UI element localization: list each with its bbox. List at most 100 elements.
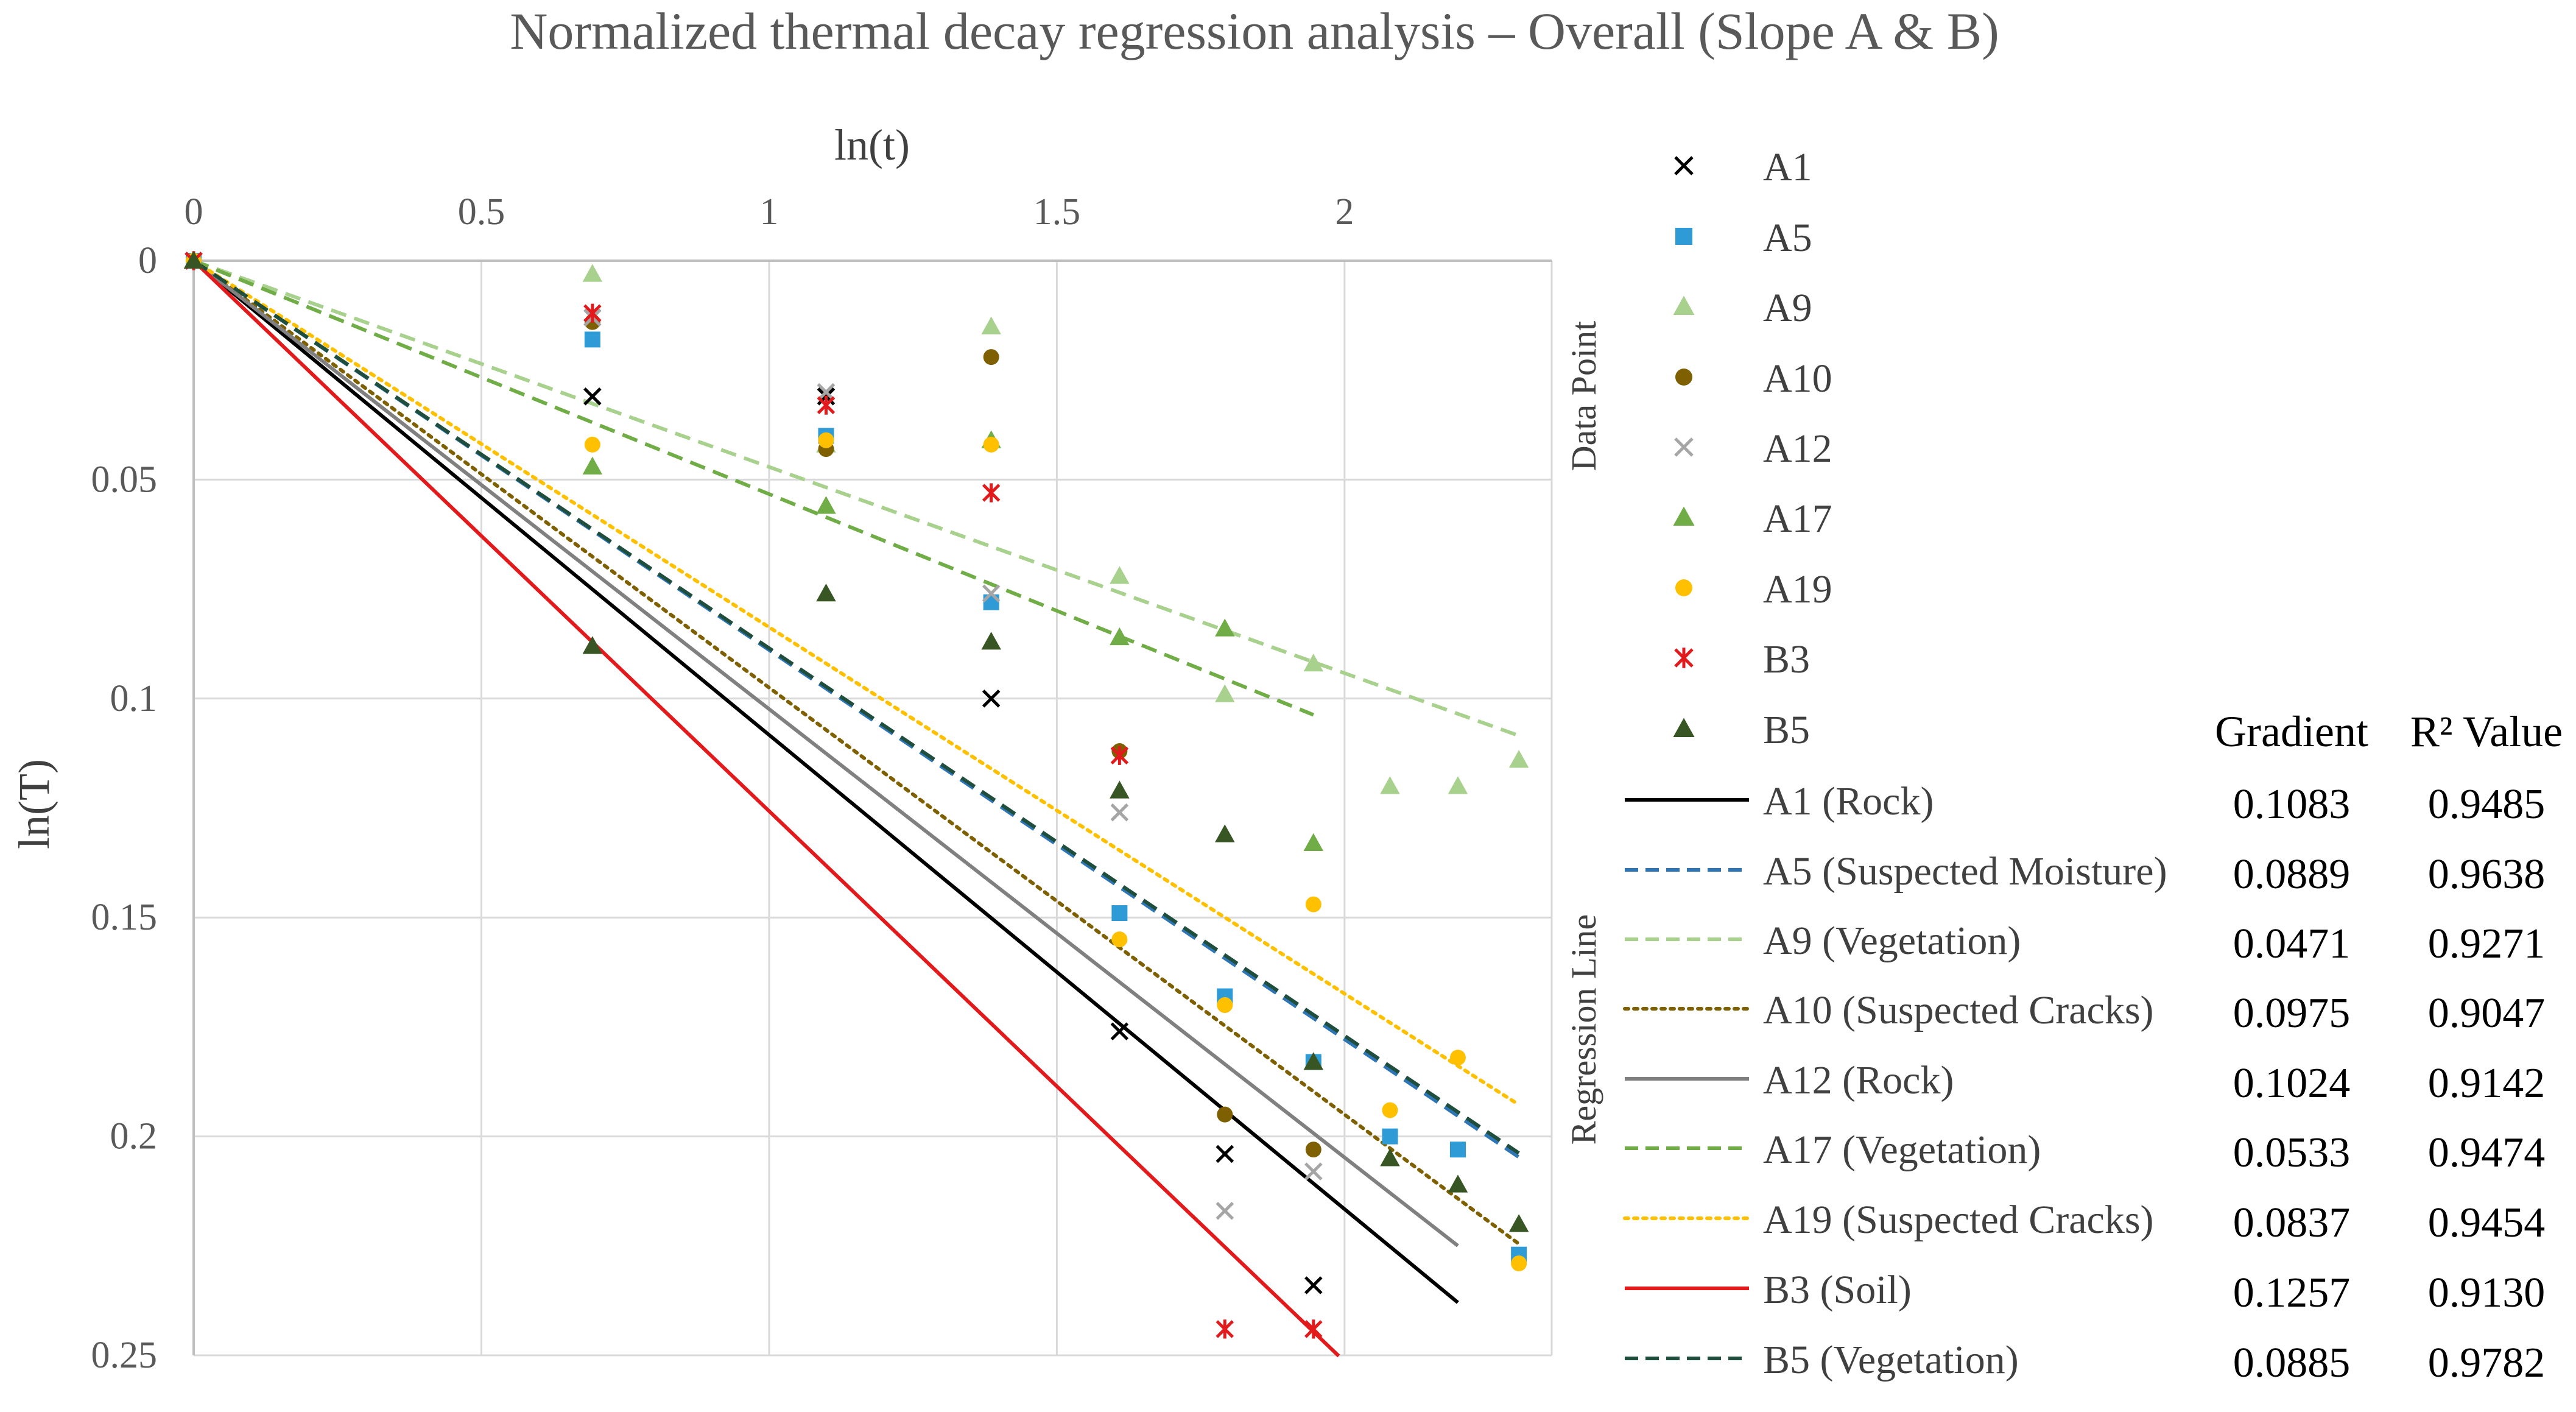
data-point-a5 [983, 594, 999, 610]
x-tick-label: 1.5 [1033, 191, 1081, 233]
data-point-a9 [1110, 566, 1130, 584]
data-point-b3 [1110, 746, 1129, 765]
data-point-a19 [1511, 1255, 1527, 1272]
data-point-a9 [582, 264, 603, 282]
r2-value-a1-rock: 0.9485 [2428, 781, 2546, 828]
legend-group-label-regression-line: Regression Line [1564, 914, 1603, 1145]
r2-value-a10-suspected-cracks: 0.9047 [2428, 990, 2546, 1037]
regression-lines [192, 259, 1521, 1358]
r2-value-a5-suspected-moisture: 0.9638 [2428, 851, 2546, 898]
data-point-b5 [183, 250, 204, 269]
r2-value-b3-soil: 0.9130 [2428, 1269, 2546, 1316]
table-header-gradient: Gradient [2215, 707, 2368, 756]
data-point-a5 [1449, 1142, 1466, 1158]
legend-label-a19-suspected-cracks: A19 (Suspected Cracks) [1763, 1198, 2154, 1242]
table-header-r2-value: R² Value [2410, 707, 2563, 756]
gradient-value-a10-suspected-cracks: 0.0975 [2233, 990, 2351, 1037]
data-point-a19 [818, 432, 834, 448]
data-point-a12 [982, 584, 1001, 603]
data-point-a19 [584, 436, 600, 453]
legend-label-a9-vegetation: A9 (Vegetation) [1763, 919, 2021, 963]
y-tick-label: 0.2 [110, 1116, 158, 1157]
legend-label-b3-soil: B3 (Soil) [1763, 1268, 1912, 1312]
data-point-a9 [1380, 776, 1400, 794]
x-tick-label: 0.5 [458, 191, 505, 233]
data-points [183, 250, 1529, 1339]
data-point-a17 [1110, 627, 1130, 646]
data-point-a5 [584, 331, 600, 348]
data-point-b3 [1304, 1319, 1323, 1339]
data-point-b5 [1303, 1052, 1324, 1070]
data-point-a12 [1110, 803, 1129, 822]
data-point-a1 [583, 387, 602, 406]
legend-label-a17-vegetation: A17 (Vegetation) [1763, 1128, 2041, 1172]
legend-label-b3: B3 [1763, 637, 1810, 682]
legend-label-a9: A9 [1763, 286, 1812, 330]
r2-value-a9-vegetation: 0.9271 [2428, 920, 2546, 967]
data-point-a9 [981, 316, 1001, 334]
data-point-a10 [1217, 1106, 1233, 1123]
data-point-b3 [583, 303, 602, 323]
r2-value-a19-suspected-cracks: 0.9454 [2428, 1199, 2546, 1246]
data-point-a5 [1382, 1128, 1398, 1145]
legend-marker-a1 [1674, 156, 1694, 175]
data-point-a1 [1110, 1022, 1129, 1040]
gradient-value-a17-vegetation: 0.0533 [2233, 1129, 2351, 1176]
legend-label-b5-vegetation: B5 (Vegetation) [1763, 1338, 2019, 1382]
x-axis-label: ln(t) [834, 121, 910, 169]
legend-label-a1: A1 [1763, 145, 1812, 189]
legend-marker-a19 [1675, 579, 1692, 596]
legend-label-a12-rock: A12 (Rock) [1763, 1058, 1954, 1103]
legend-label-a10: A10 [1763, 356, 1832, 401]
regression-line-b3-soil [192, 259, 1340, 1358]
data-point-b3 [1216, 1319, 1234, 1339]
x-tick-label: 0 [185, 191, 203, 233]
axes: 0 0.5 1 1.5 2 0 0.05 0.1 0.15 0.2 0.25 [91, 191, 1552, 1376]
data-point-b5 [1110, 780, 1130, 799]
data-point-b5 [1380, 1148, 1400, 1167]
data-point-a17 [582, 456, 603, 475]
gradient-value-b3-soil: 0.1257 [2233, 1269, 2351, 1316]
legend-label-b5: B5 [1763, 708, 1810, 752]
data-point-a19 [983, 436, 999, 453]
gradient-value-a12-rock: 0.1024 [2233, 1060, 2351, 1107]
data-point-a17 [1215, 618, 1235, 637]
regression-line-b5-vegetation [192, 259, 1520, 1155]
data-point-b3 [817, 395, 836, 415]
legend-marker-a12 [1674, 437, 1694, 457]
x-tick-label: 2 [1335, 191, 1354, 233]
gradient-value-a19-suspected-cracks: 0.0837 [2233, 1199, 2351, 1246]
legend-label-a19: A19 [1763, 567, 1832, 612]
data-point-a9 [1448, 776, 1468, 794]
data-point-a1 [1304, 1276, 1323, 1294]
data-point-a19 [1111, 931, 1128, 948]
x-tick-label: 1 [759, 191, 778, 233]
regression-line-a10-suspected-cracks [192, 259, 1521, 1246]
data-point-b5 [1215, 824, 1235, 842]
data-point-a12 [1304, 1162, 1323, 1181]
data-point-b5 [1508, 1214, 1529, 1232]
gradient-value-a5-suspected-moisture: 0.0889 [2233, 851, 2351, 898]
y-tick-label: 0.25 [91, 1335, 158, 1376]
legend: A1 A5 A9 A10 A12 A17 A19 B3 B5 A1 (Rock) 0.1083 0.9… [1623, 145, 2546, 1386]
data-point-a1 [982, 690, 1001, 708]
legend-marker-a10 [1675, 369, 1692, 386]
regression-line-a5-suspected-moisture [192, 259, 1520, 1159]
r2-value-a12-rock: 0.9142 [2428, 1060, 2546, 1107]
legend-marker-a5 [1675, 228, 1692, 245]
legend-marker-b3 [1674, 648, 1694, 668]
gradient-value-b5-vegetation: 0.0885 [2233, 1340, 2351, 1386]
data-point-a19 [1217, 997, 1233, 1013]
gradient-value-a1-rock: 0.1083 [2233, 781, 2351, 828]
data-point-a17 [816, 496, 836, 514]
legend-label-a5-suspected-moisture: A5 (Suspected Moisture) [1763, 849, 2167, 894]
chart-title: Normalized thermal decay regression anal… [510, 2, 1999, 60]
regression-line-a19-suspected-cracks [192, 259, 1521, 1107]
y-tick-label: 0.15 [91, 897, 158, 938]
data-point-b5 [981, 632, 1001, 650]
legend-label-a10-suspected-cracks: A10 (Suspected Cracks) [1763, 988, 2154, 1033]
legend-label-a1-rock: A1 (Rock) [1763, 779, 1934, 824]
data-point-a19 [1305, 896, 1321, 913]
